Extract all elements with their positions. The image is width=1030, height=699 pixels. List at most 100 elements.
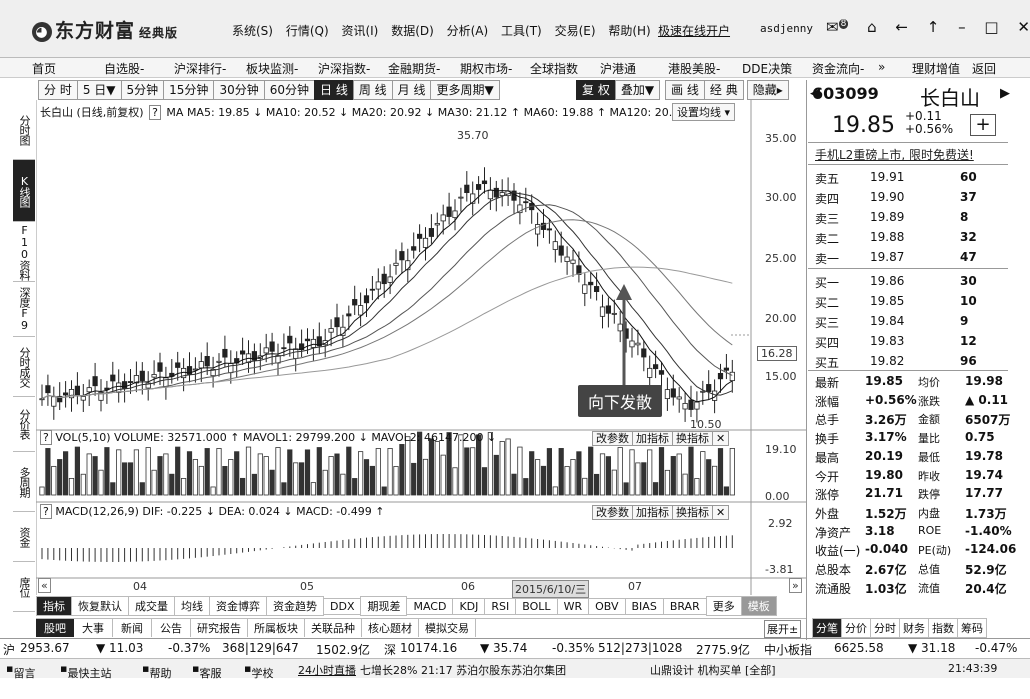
detail-tab[interactable]: 筹码 xyxy=(957,618,987,638)
orderbook-row[interactable]: 买四 19.83 12 xyxy=(815,334,1005,354)
indicator-tab[interactable]: 模板 xyxy=(740,596,777,616)
macd-close-button[interactable]: ✕ xyxy=(712,505,730,520)
info-tab[interactable]: 新闻 xyxy=(113,619,152,637)
maximize-icon[interactable]: □ xyxy=(984,18,999,36)
orderbook-row[interactable]: 卖五 19.91 60 xyxy=(815,170,1005,190)
period-monthly[interactable]: 月 线 xyxy=(391,80,432,100)
expand-button[interactable]: 展开± xyxy=(764,620,802,638)
overlay-button[interactable]: 叠加▼ xyxy=(614,80,661,100)
tab-trades[interactable]: 分时成交 xyxy=(13,337,35,397)
vol-close-button[interactable]: ✕ xyxy=(712,431,730,446)
menu-tools[interactable]: 工具(T) xyxy=(501,24,542,38)
orderbook-row[interactable]: 买三 19.84 9 xyxy=(815,314,1005,334)
promo-link[interactable]: 手机L2重磅上市, 限时免费送! xyxy=(815,148,974,162)
tab-depth[interactable]: 深度F9 xyxy=(13,282,35,337)
vol-change-params-button[interactable]: 改参数 xyxy=(592,431,633,446)
menu-info[interactable]: 资讯(I) xyxy=(341,24,379,38)
info-tab[interactable]: 大事 xyxy=(74,619,113,637)
open-account-link[interactable]: 极速在线开户 xyxy=(658,24,731,38)
period-daily[interactable]: 日 线 xyxy=(314,80,354,100)
nav-global[interactable]: 全球指数 xyxy=(530,62,579,76)
nav-index[interactable]: 沪深指数- xyxy=(318,62,371,76)
help-icon[interactable]: ? xyxy=(149,105,161,120)
status-server[interactable]: ▪ 最快主站 xyxy=(60,662,112,680)
nav-wealth[interactable]: 理财增值 xyxy=(912,62,961,76)
nav-futures[interactable]: 金融期货- xyxy=(388,62,441,76)
orderbook-row[interactable]: 卖四 19.90 37 xyxy=(815,190,1005,210)
info-tab[interactable]: 关联品种 xyxy=(305,619,362,637)
info-tab[interactable]: 研究报告 xyxy=(191,619,248,637)
info-tab[interactable]: 公告 xyxy=(152,619,191,637)
indicator-tab[interactable]: MACD xyxy=(406,598,454,615)
menu-help[interactable]: 帮助(H) xyxy=(608,24,651,38)
home-icon[interactable]: ⌂ xyxy=(867,18,877,36)
sz-value[interactable]: 10174.16 xyxy=(400,641,458,655)
info-tab[interactable]: 核心题材 xyxy=(362,619,419,637)
tab-kline[interactable]: K线图 xyxy=(13,160,35,222)
period-more[interactable]: 更多周期▼ xyxy=(430,80,500,100)
status-message[interactable]: ▪ 留言 xyxy=(6,662,36,680)
nav-home[interactable]: 首页 xyxy=(32,62,57,76)
indicator-tab[interactable]: BRAR xyxy=(662,598,707,615)
indicator-tab[interactable]: DDX xyxy=(323,598,362,615)
kline-chart[interactable] xyxy=(36,100,806,595)
period-intraday[interactable]: 分 时 xyxy=(38,80,78,100)
orderbook-row[interactable]: 卖二 19.88 32 xyxy=(815,230,1005,250)
sme-value[interactable]: 6625.58 xyxy=(834,641,884,655)
close-icon[interactable]: ✕ xyxy=(1017,18,1030,36)
menu-quotes[interactable]: 行情(Q) xyxy=(285,24,329,38)
indicator-tab[interactable]: 资金趋势 xyxy=(266,596,324,616)
orderbook-row[interactable]: 卖三 19.89 8 xyxy=(815,210,1005,230)
set-ma-button[interactable]: 设置均线 ▾ xyxy=(672,103,736,121)
indicator-tab[interactable]: RSI xyxy=(484,598,517,615)
adjust-button[interactable]: 复 权 xyxy=(576,80,616,100)
period-weekly[interactable]: 周 线 xyxy=(352,80,393,100)
scroll-right-icon[interactable]: » xyxy=(789,578,802,593)
tab-seats[interactable]: 席位 xyxy=(13,562,35,612)
indicator-tab[interactable]: 指标 xyxy=(36,596,72,616)
back-icon[interactable]: ← xyxy=(895,18,908,36)
indicator-tab[interactable]: BOLL xyxy=(515,598,558,615)
macd-add-indicator-button[interactable]: 加指标 xyxy=(632,505,673,520)
menu-trade[interactable]: 交易(E) xyxy=(554,24,596,38)
next-stock-icon[interactable]: ▶ xyxy=(1000,86,1010,101)
hide-button[interactable]: 隐藏▸ xyxy=(746,80,789,100)
indicator-tab[interactable]: KDJ xyxy=(452,598,486,615)
sh-value[interactable]: 2953.67 xyxy=(20,641,70,655)
status-school[interactable]: ▪ 学校 xyxy=(244,662,274,680)
indicator-tab[interactable]: 更多 xyxy=(705,596,742,616)
indicator-tab[interactable]: 资金博弈 xyxy=(209,596,267,616)
vol-switch-indicator-button[interactable]: 换指标 xyxy=(672,431,713,446)
nav-more[interactable]: » xyxy=(878,60,886,74)
menu-data[interactable]: 数据(D) xyxy=(391,24,434,38)
status-live[interactable]: 24小时直播 xyxy=(298,664,356,677)
tab-intraday[interactable]: 分时图 xyxy=(13,100,35,160)
macd-switch-indicator-button[interactable]: 换指标 xyxy=(672,505,713,520)
tab-fund[interactable]: 资金 xyxy=(13,512,35,562)
prev-stock-icon[interactable]: ◀ xyxy=(810,86,820,101)
up-icon[interactable]: ↑ xyxy=(926,18,940,36)
orderbook-row[interactable]: 买五 19.82 96 xyxy=(815,354,1005,374)
status-service[interactable]: ▪ 客服 xyxy=(192,662,222,680)
orderbook-row[interactable]: 卖一 19.87 47 xyxy=(815,250,1005,270)
vol-help-icon[interactable]: ? xyxy=(40,430,52,445)
indicator-tab[interactable]: 期现差 xyxy=(360,596,408,616)
indicator-tab[interactable]: 均线 xyxy=(174,596,210,616)
indicator-tab[interactable]: 成交量 xyxy=(128,596,175,616)
info-tab[interactable]: 股吧 xyxy=(36,619,74,637)
info-tab[interactable]: 所属板块 xyxy=(248,619,305,637)
nav-fundflow[interactable]: 资金流向- xyxy=(812,62,865,76)
period-5min[interactable]: 5分钟 xyxy=(120,80,165,100)
orderbook-row[interactable]: 买一 19.86 30 xyxy=(815,274,1005,294)
indicator-tab[interactable]: 恢复默认 xyxy=(71,596,129,616)
period-5day[interactable]: 5 日▼ xyxy=(76,80,122,100)
nav-watchlist[interactable]: 自选股- xyxy=(104,62,145,76)
period-30min[interactable]: 30分钟 xyxy=(213,80,265,100)
nav-hk-connect[interactable]: 沪港通 xyxy=(600,62,637,76)
draw-button[interactable]: 画 线 xyxy=(665,80,705,100)
classic-button[interactable]: 经 典 xyxy=(703,80,744,100)
nav-hk-us[interactable]: 港股美股- xyxy=(668,62,721,76)
orderbook-row[interactable]: 买二 19.85 10 xyxy=(815,294,1005,314)
mail-icon[interactable]: ✉ 8 xyxy=(826,18,849,36)
info-tab[interactable]: 模拟交易 xyxy=(419,619,476,637)
